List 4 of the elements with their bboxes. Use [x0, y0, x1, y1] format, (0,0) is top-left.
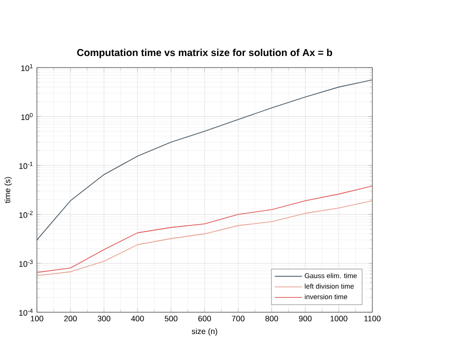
line-series — [36, 200, 372, 276]
line-series — [36, 186, 372, 273]
chart-title: Computation time vs matrix size for solution of Ax = b — [77, 48, 332, 58]
line-series — [36, 80, 372, 240]
